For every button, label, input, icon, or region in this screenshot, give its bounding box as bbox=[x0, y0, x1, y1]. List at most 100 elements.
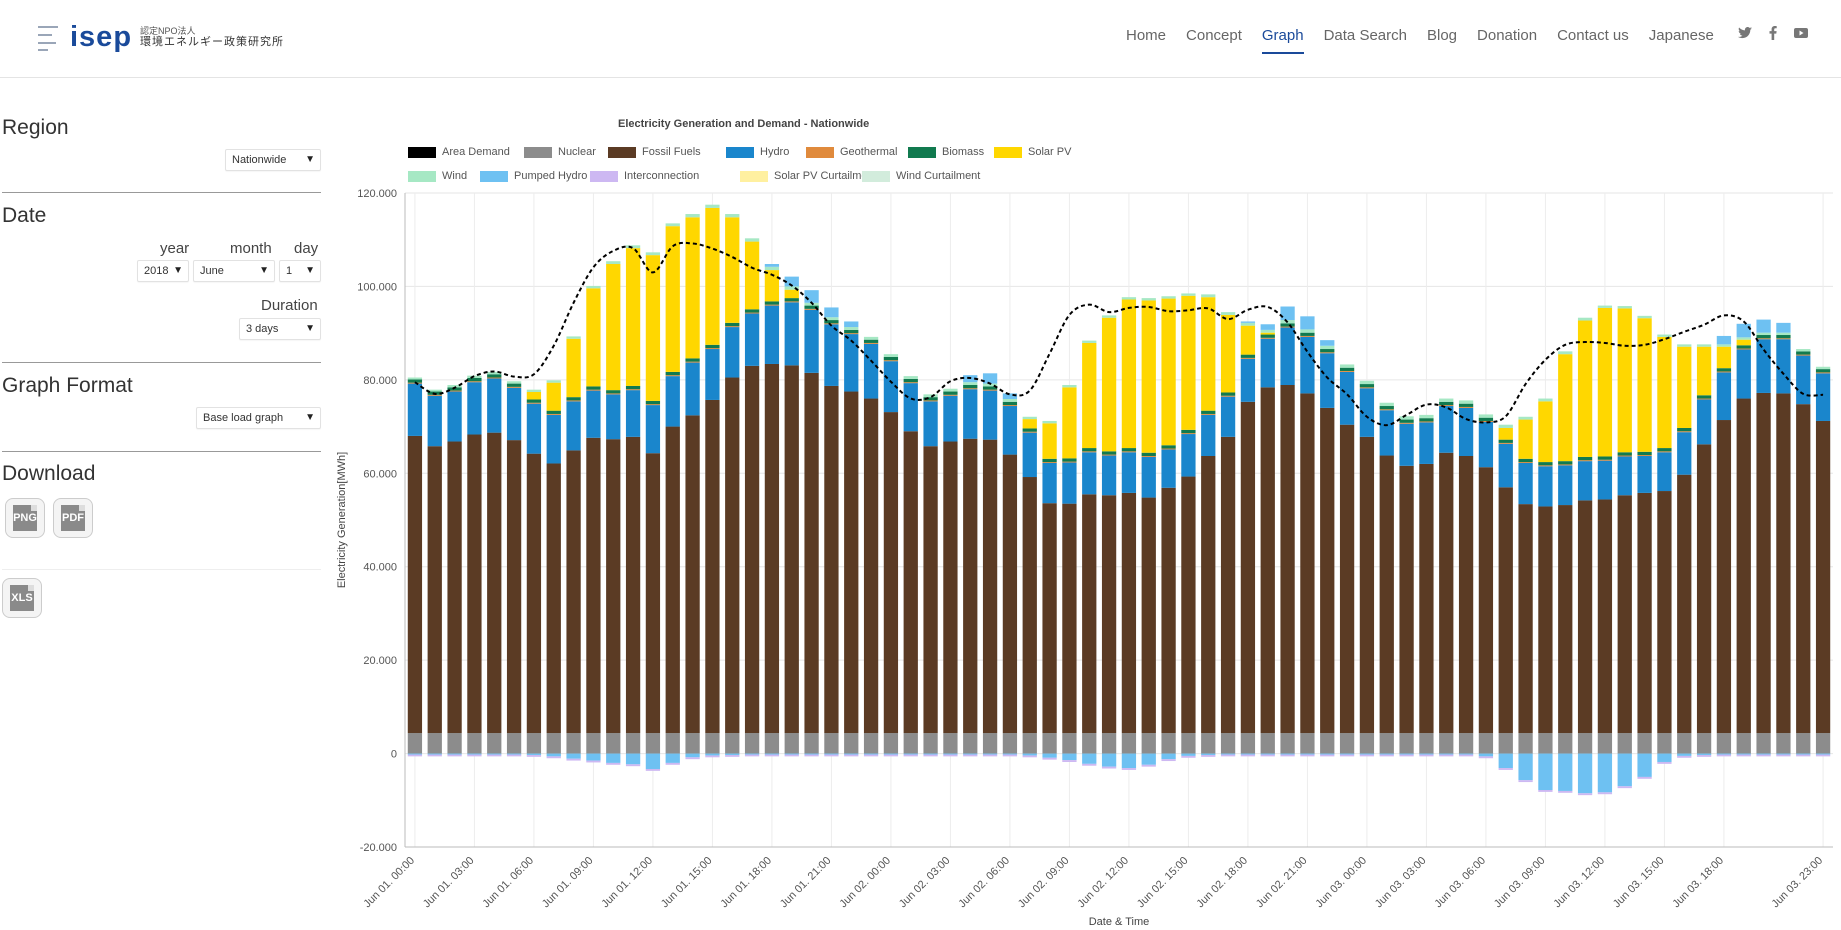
bar-geothermal bbox=[1280, 326, 1295, 328]
nav-data-search[interactable]: Data Search bbox=[1323, 27, 1407, 44]
bar-biomass bbox=[844, 329, 859, 334]
bar-solar-pv bbox=[784, 289, 799, 299]
bar-interconnection bbox=[923, 754, 938, 757]
bar-pumped-hydro-pumping- bbox=[1379, 753, 1394, 755]
nav-home[interactable]: Home bbox=[1126, 27, 1167, 44]
bar-pumped-hydro-pumping- bbox=[903, 753, 918, 755]
bar-pumped-hydro-pumping- bbox=[447, 753, 462, 755]
bar-hydro bbox=[1439, 406, 1454, 453]
bar-fossil-fuels bbox=[1300, 393, 1315, 734]
bar-hydro bbox=[1577, 461, 1593, 501]
bar-solar-pv bbox=[1538, 401, 1553, 463]
bar-pumped-hydro-pumping- bbox=[705, 753, 720, 756]
bar-fossil-fuels bbox=[427, 446, 442, 734]
bar-wind bbox=[1101, 315, 1117, 318]
bar-geothermal bbox=[487, 377, 502, 379]
bar-pumped-hydro-pumping- bbox=[1082, 753, 1097, 764]
bar-nuclear bbox=[625, 733, 641, 754]
y-axis-label: Electricity Generation[MWh] bbox=[336, 452, 348, 588]
graph-format-select[interactable]: Base load graph ▼ bbox=[196, 407, 321, 429]
legend-item-wind[interactable]: Wind bbox=[408, 170, 467, 182]
legend-item-hydro[interactable]: Hydro bbox=[726, 146, 789, 158]
bar-hydro bbox=[1022, 432, 1037, 478]
bar-solar-pv bbox=[625, 248, 641, 386]
bar-pumped-hydro-pumping- bbox=[427, 753, 442, 755]
youtube-icon[interactable] bbox=[1794, 26, 1808, 43]
legend-item-biomass[interactable]: Biomass bbox=[908, 146, 984, 158]
bar-interconnection bbox=[1677, 755, 1692, 758]
legend-item-area-demand[interactable]: Area Demand bbox=[408, 146, 510, 158]
bar-hydro bbox=[1260, 338, 1275, 388]
bar-pumped-hydro-pumping- bbox=[1042, 753, 1057, 758]
bar-hydro bbox=[725, 327, 740, 378]
legend-item-solar-pv-curtailment[interactable]: Solar PV Curtailment bbox=[740, 170, 877, 182]
bar-pumped-hydro-pumping- bbox=[1439, 753, 1454, 755]
bar-wind bbox=[566, 336, 581, 339]
divider bbox=[2, 192, 321, 193]
month-select[interactable]: June ▼ bbox=[193, 260, 275, 282]
nav-contact-us[interactable]: Contact us bbox=[1557, 27, 1629, 44]
bar-nuclear bbox=[1558, 733, 1573, 754]
bar-nuclear bbox=[1617, 733, 1632, 754]
bar-pumped-hydro-pumping- bbox=[487, 753, 502, 755]
nav-blog[interactable]: Blog bbox=[1426, 27, 1458, 44]
bar-biomass bbox=[1736, 345, 1751, 349]
bar-pumped-hydro-pumping- bbox=[1696, 753, 1712, 755]
bar-hydro bbox=[844, 334, 859, 392]
year-select[interactable]: 2018 ▼ bbox=[137, 260, 189, 282]
bar-solar-pv bbox=[1558, 354, 1573, 462]
facebook-icon[interactable] bbox=[1766, 26, 1780, 43]
nav-concept[interactable]: Concept bbox=[1186, 27, 1242, 44]
twitter-icon[interactable] bbox=[1738, 26, 1752, 43]
bar-fossil-fuels bbox=[1458, 456, 1474, 734]
bar-biomass bbox=[1300, 332, 1315, 336]
site-header: isep 認定NPO法人 環境エネルギー政策研究所 Home Concept G… bbox=[0, 0, 1841, 78]
bar-fossil-fuels bbox=[1121, 492, 1137, 734]
bar-biomass bbox=[1419, 418, 1434, 422]
day-select[interactable]: 1 ▼ bbox=[279, 260, 321, 282]
legend-item-solar-pv[interactable]: Solar PV bbox=[994, 146, 1071, 158]
bar-fossil-fuels bbox=[903, 431, 918, 734]
bar-geothermal bbox=[1419, 421, 1434, 423]
bar-wind bbox=[1022, 416, 1037, 420]
legend-item-fossil-fuels[interactable]: Fossil Fuels bbox=[608, 146, 701, 158]
bar-biomass bbox=[863, 339, 879, 343]
isep-logo[interactable]: isep 認定NPO法人 環境エネルギー政策研究所 bbox=[38, 20, 284, 54]
bar-interconnection bbox=[1478, 756, 1494, 759]
nav-donation[interactable]: Donation bbox=[1477, 27, 1538, 44]
legend-label: Wind Curtailment bbox=[896, 170, 981, 182]
nav-japanese[interactable]: Japanese bbox=[1648, 27, 1714, 44]
legend-label: Geothermal bbox=[840, 146, 898, 158]
legend-item-pumped-hydro[interactable]: Pumped Hydro bbox=[480, 170, 587, 182]
region-select[interactable]: Nationwide ▼ bbox=[225, 149, 321, 171]
bar-fossil-fuels bbox=[1419, 463, 1434, 734]
bar-fossil-fuels bbox=[526, 453, 542, 734]
bar-biomass bbox=[1082, 448, 1097, 452]
bar-biomass bbox=[1062, 458, 1077, 462]
download-png-button[interactable]: PNG bbox=[5, 498, 45, 538]
bar-solar-pv bbox=[1597, 307, 1613, 457]
download-pdf-button[interactable]: PDF bbox=[53, 498, 93, 538]
bar-hydro bbox=[764, 305, 780, 364]
bar-geothermal bbox=[784, 301, 799, 303]
legend-item-geothermal[interactable]: Geothermal bbox=[806, 146, 897, 158]
bar-interconnection bbox=[1597, 792, 1613, 795]
download-xls-button[interactable]: XLS bbox=[2, 578, 42, 618]
bar-nuclear bbox=[943, 733, 958, 754]
legend-item-interconnection[interactable]: Interconnection bbox=[590, 170, 699, 182]
bar-nuclear bbox=[467, 733, 482, 754]
bar-fossil-fuels bbox=[764, 363, 780, 734]
bar-geothermal bbox=[467, 381, 482, 383]
bar-geothermal bbox=[824, 323, 839, 325]
legend-item-nuclear[interactable]: Nuclear bbox=[524, 146, 596, 158]
y-tick-label: 20.000 bbox=[363, 655, 397, 667]
download-heading: Download bbox=[2, 462, 96, 485]
legend-item-wind-curtailment[interactable]: Wind Curtailment bbox=[862, 170, 980, 182]
chart-title: Electricity Generation and Demand - Nati… bbox=[618, 118, 870, 130]
duration-select[interactable]: 3 days ▼ bbox=[239, 318, 321, 340]
bar-biomass bbox=[982, 386, 998, 390]
nav-graph[interactable]: Graph bbox=[1261, 26, 1304, 54]
bar-hydro bbox=[1419, 422, 1434, 464]
duration-label: Duration bbox=[261, 297, 318, 314]
legend-swatch bbox=[726, 146, 754, 158]
